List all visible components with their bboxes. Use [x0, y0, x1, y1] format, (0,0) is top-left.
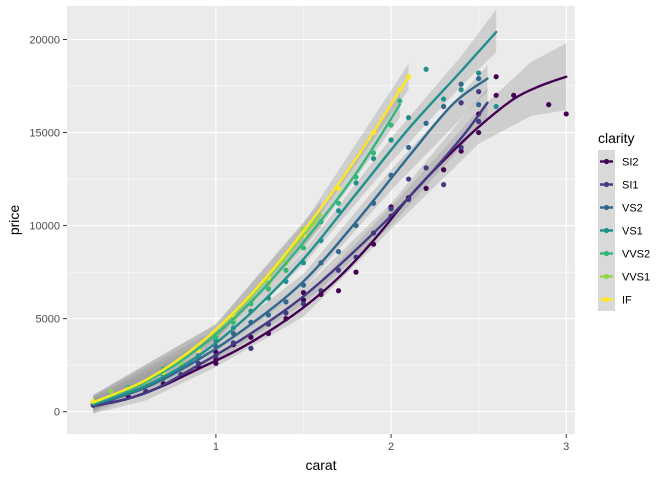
legend-title: clarity: [598, 130, 635, 146]
data-point: [511, 92, 517, 98]
legend-key-point: [603, 204, 610, 211]
y-axis-ticks: 0 5000 10000 15000 20000: [29, 34, 67, 419]
data-point: [283, 267, 289, 273]
data-point: [458, 87, 464, 93]
x-tick-label: 3: [563, 441, 569, 453]
data-point: [397, 98, 403, 104]
data-point: [441, 96, 447, 102]
data-point: [458, 144, 464, 151]
legend-label: SI2: [622, 157, 639, 169]
x-axis-title: carat: [305, 457, 336, 473]
legend-key-point: [603, 250, 610, 257]
data-point: [441, 182, 447, 188]
legend-label: VVS2: [622, 249, 650, 261]
y-tick-label: 5000: [36, 314, 60, 326]
x-tick-label: 1: [213, 441, 219, 453]
data-point: [423, 185, 429, 191]
data-point: [370, 150, 377, 156]
data-point: [265, 286, 272, 292]
data-point: [423, 165, 429, 171]
data-point: [108, 388, 114, 394]
data-point: [335, 249, 342, 255]
fit-line: [92, 30, 498, 406]
data-point: [476, 102, 482, 108]
data-point: [476, 89, 482, 95]
legend-label: IF: [622, 295, 632, 307]
data-point: [441, 103, 447, 110]
data-point: [248, 345, 254, 351]
fit-line: [92, 77, 489, 407]
data-point: [370, 155, 377, 162]
fit-line: [92, 103, 402, 405]
data-point: [353, 180, 359, 186]
legend-label: SI1: [622, 180, 639, 192]
y-axis-title: price: [6, 205, 22, 236]
legend-label: VS2: [622, 203, 643, 215]
legend-key-point: [603, 181, 610, 188]
legend-label: VVS1: [622, 272, 650, 284]
data-point: [423, 66, 429, 72]
data-point: [405, 144, 412, 151]
smooth-lines: [92, 30, 568, 408]
data-point: [493, 92, 499, 98]
y-tick-label: 20000: [29, 34, 60, 46]
y-tick-label: 0: [54, 407, 60, 419]
data-point: [283, 299, 289, 305]
data-point: [248, 334, 254, 340]
data-point: [563, 111, 569, 117]
data-point: [388, 206, 394, 212]
x-tick-label: 2: [388, 441, 394, 453]
fit-line: [92, 101, 489, 408]
grid-major: [67, 6, 575, 434]
confidence-band: [93, 43, 567, 414]
data-point: [458, 81, 464, 87]
data-point: [458, 148, 464, 154]
y-tick-label: 15000: [29, 128, 60, 140]
confidence-band: [93, 201, 321, 410]
data-point: [300, 245, 307, 251]
legend-label: VS1: [622, 226, 643, 238]
data-point: [388, 122, 394, 128]
legend-key-point: [603, 158, 610, 165]
data-point: [476, 118, 482, 124]
data-point: [441, 167, 447, 173]
data-point: [335, 288, 342, 294]
data-point: [335, 267, 342, 273]
data-point: [493, 74, 499, 80]
data-point: [353, 269, 359, 275]
fit-line: [92, 75, 410, 404]
data-point: [476, 129, 482, 136]
x-axis-ticks: 1 2 3: [213, 434, 569, 453]
fit-line: [92, 75, 568, 408]
data-point: [458, 100, 464, 106]
data-point: [423, 120, 429, 126]
legend-key-point: [603, 227, 610, 234]
data-point: [405, 115, 412, 121]
data-point: [476, 75, 482, 82]
data-point: [335, 200, 342, 206]
data-point: [265, 312, 272, 318]
legend-key-point: [603, 296, 610, 303]
legend: clarity SI2 SI1 VS2 VS1 VVS2 VVS1 IF: [598, 130, 650, 311]
data-point: [476, 70, 482, 76]
data-point: [335, 208, 342, 214]
confidence-bands: [93, 9, 567, 414]
legend-key-point: [603, 273, 610, 280]
data-point: [405, 176, 412, 182]
data-point: [388, 137, 394, 143]
y-tick-label: 10000: [29, 221, 60, 233]
data-point: [546, 102, 552, 108]
data-point: [493, 103, 499, 110]
